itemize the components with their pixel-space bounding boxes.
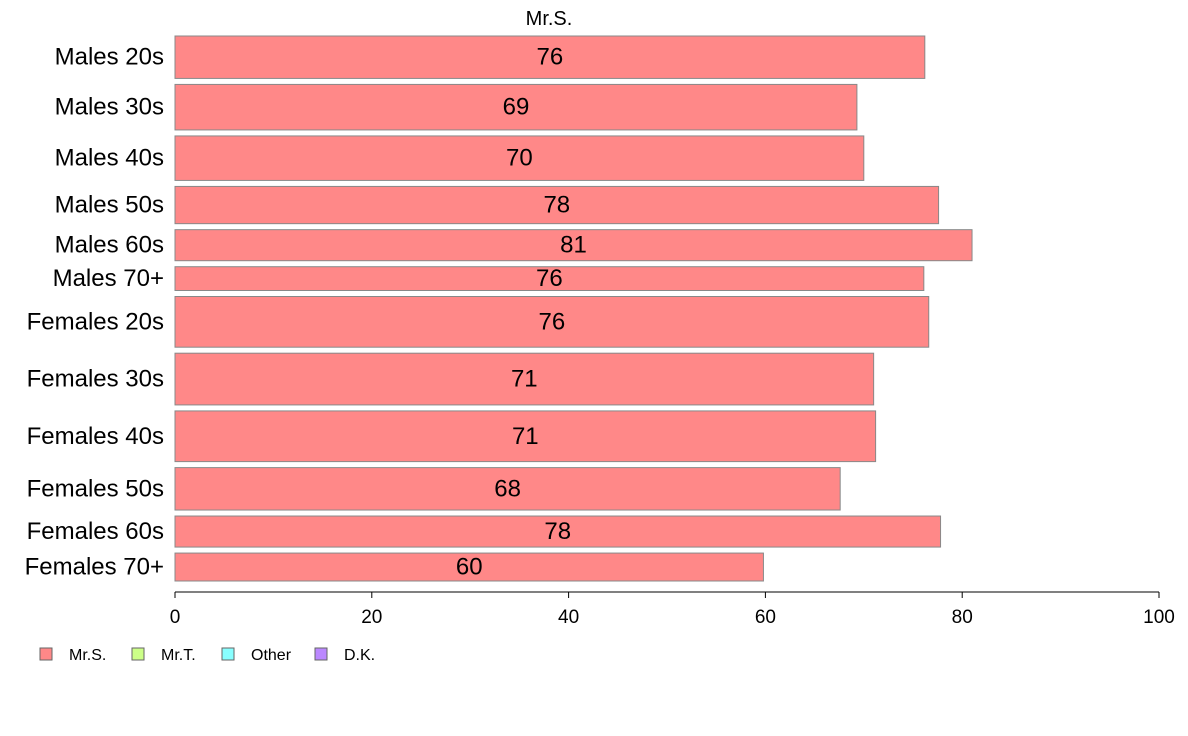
bar-value-label: 71 [511,366,538,393]
legend-swatch [131,647,145,661]
bar-value-label: 76 [539,308,566,335]
bar-value-label: 76 [536,265,563,292]
bar [174,552,764,582]
x-tick-label: 60 [755,607,776,628]
category-label: Males 30s [55,94,164,121]
legend-swatch [314,647,328,661]
bar-value-label: 69 [503,94,530,121]
bar [174,135,865,181]
bar-value-label: 70 [506,145,533,172]
legend-swatch [221,647,235,661]
bar-value-label: 78 [544,518,571,545]
bar-value-label: 81 [560,232,587,259]
bars-group: 76 Males 20s 69 Males 30s 70 Males 40s 78 Males… [25,35,973,582]
bar [174,266,925,291]
bar [174,185,940,225]
bar [174,352,875,406]
bar [174,229,973,262]
bar [174,35,926,79]
legend-swatch [39,647,53,661]
category-label: Females 70+ [25,554,164,581]
category-label: Males 50s [55,192,164,219]
category-label: Males 60s [55,232,164,259]
category-label: Females 30s [27,366,164,393]
x-tick-label: 40 [558,607,579,628]
x-tick-label: 100 [1143,607,1175,628]
bar-value-label: 71 [512,423,539,450]
chart-title: Mr.S. [526,8,573,30]
legend-label: D.K. [344,647,375,664]
category-label: Males 20s [55,44,164,71]
category-label: Females 20s [27,308,164,335]
legend-label: Mr.S. [69,647,106,664]
bar [174,410,877,463]
category-label: Females 50s [27,475,164,502]
bar [174,295,930,348]
category-label: Females 60s [27,518,164,545]
bar [174,467,841,511]
x-tick-label: 20 [361,607,382,628]
category-label: Males 40s [55,145,164,172]
bar-value-label: 76 [537,44,564,71]
legend-label: Mr.T. [161,647,196,664]
category-label: Females 40s [27,423,164,450]
legend-label: Other [251,647,292,664]
bar [174,515,942,548]
x-tick-label: 0 [170,607,181,628]
category-label: Males 70+ [53,265,164,292]
bar-value-label: 78 [543,192,570,219]
x-axis: 0 20 40 60 80 100 [170,591,1175,628]
bar-value-label: 68 [494,475,521,502]
bar [174,83,858,131]
legend: Mr.S. Mr.T. Other D.K. [39,647,375,664]
x-tick-label: 80 [952,607,973,628]
bar-value-label: 60 [456,554,483,581]
